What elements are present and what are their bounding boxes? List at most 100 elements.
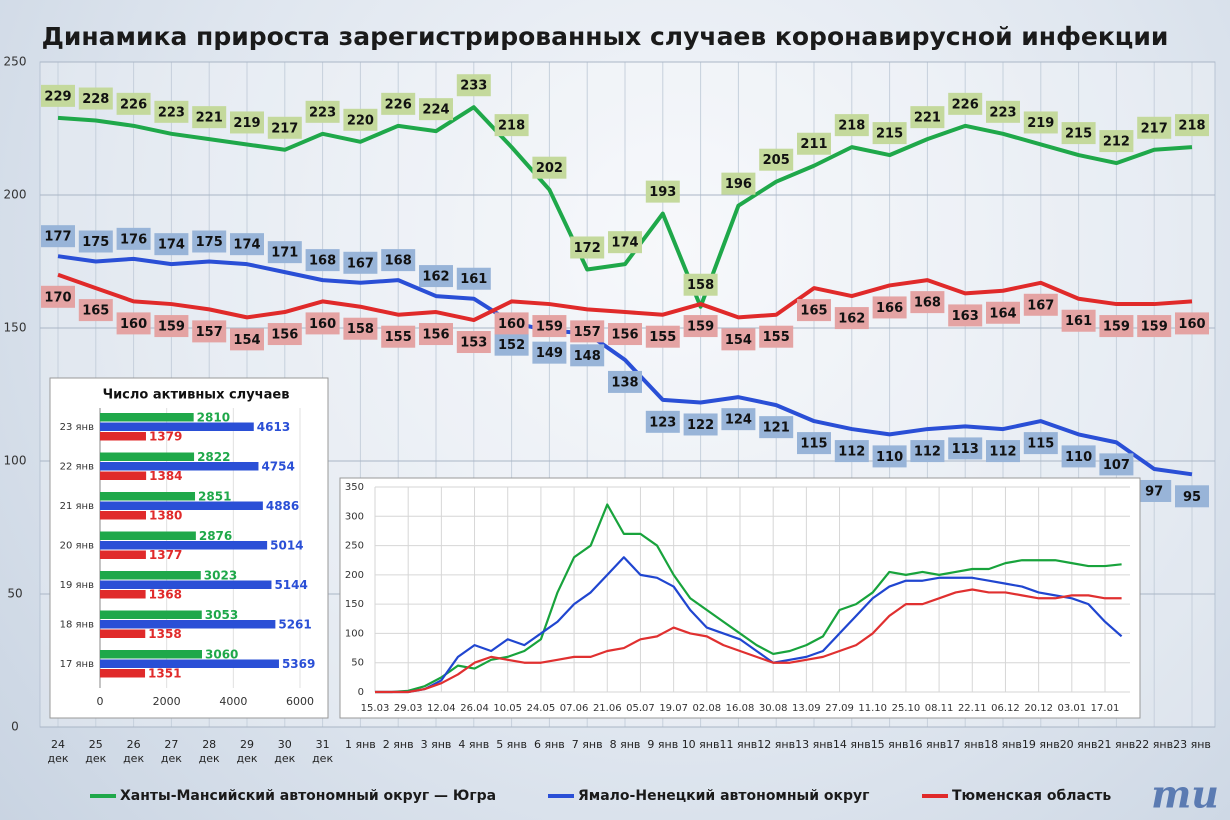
x-tick-label-box: 24 дек [47, 738, 68, 765]
bar [100, 541, 268, 550]
x-tick-label-box: 11 янв [719, 738, 757, 751]
data-label-box [986, 440, 1020, 463]
x-tick-label-box: 1 янв [345, 738, 376, 751]
data-label-box [305, 312, 340, 335]
data-label-box [721, 172, 756, 195]
data-label: 229 [44, 89, 71, 104]
data-label: 220 [347, 113, 374, 128]
data-label: 107 [1103, 458, 1130, 473]
data-label-box [419, 323, 453, 346]
x-tick-label: 06.12 [991, 703, 1020, 714]
x-tick-label-box: 7 янв [572, 738, 603, 751]
data-label-box [230, 328, 264, 351]
data-label-box [78, 230, 113, 253]
data-label: 2822 [197, 450, 230, 464]
data-label: 196 [725, 177, 752, 192]
x-tick-label: 02.08 [692, 703, 721, 714]
data-label: 5014 [270, 539, 303, 553]
data-label: 205 [763, 153, 790, 168]
x-tick-label: 12.04 [427, 703, 456, 714]
x-tick-label: 9 янв [647, 738, 679, 751]
data-label-box [872, 122, 907, 145]
data-label: 193 [649, 185, 676, 200]
data-label: 156 [422, 328, 449, 343]
x-tick-label-box: 19 янв [1022, 738, 1060, 751]
data-label: 174 [611, 236, 638, 251]
x-tick-label: 26.04 [460, 703, 489, 714]
data-label-box [419, 98, 453, 121]
data-label-box [192, 230, 227, 253]
data-label: 167 [347, 256, 374, 271]
data-label: 160 [120, 317, 147, 332]
data-label: 224 [422, 103, 449, 118]
data-label: 160 [309, 317, 336, 332]
data-label: 1377 [149, 548, 182, 562]
x-tick-label-box: 8 янв [610, 738, 641, 751]
data-label-box [1175, 114, 1209, 137]
legend-label: Ямало-Ненецкий автономный округ [578, 788, 869, 804]
y-tick-label: 17 янв [60, 659, 94, 670]
x-tick-label-box: 17 янв [946, 738, 984, 751]
x-tick-label: 27 дек [160, 738, 182, 765]
data-label-box [797, 132, 831, 155]
bar [100, 413, 194, 422]
data-label: 166 [876, 301, 903, 316]
data-label-box [494, 312, 529, 335]
data-label: 157 [574, 325, 601, 340]
data-label: 110 [1065, 450, 1092, 465]
data-label-box [683, 315, 718, 338]
data-label: 221 [196, 111, 223, 126]
x-tick-label-box: 22 янв [1135, 738, 1173, 751]
x-tick-label-box: 20 янв [1060, 738, 1098, 751]
data-label-box [645, 410, 680, 433]
x-tick-label-box: 6 янв [533, 738, 565, 751]
x-tick-label-box: 18 янв [984, 738, 1022, 751]
data-label: 202 [536, 161, 563, 176]
data-label-box [1023, 293, 1058, 316]
x-tick-label: 13 янв [795, 738, 833, 751]
x-tick-label: 07.06 [560, 703, 589, 714]
data-label-box [456, 267, 491, 290]
data-label: 3023 [204, 569, 237, 583]
y-tick-label: 200 [345, 570, 364, 581]
data-label: 228 [82, 92, 109, 107]
data-label: 164 [989, 306, 1016, 321]
data-label-box [608, 231, 642, 254]
y-tick-label: 150 [345, 599, 364, 610]
y-tick-label: 300 [345, 511, 364, 522]
data-label-box [948, 92, 983, 115]
x-tick-label-box: 21 янв [1097, 738, 1135, 751]
data-label-box [41, 285, 75, 308]
legend-label: Ханты-Мансийский автономный округ — Югра [120, 788, 496, 804]
x-tick-label: 14 янв [832, 738, 871, 751]
data-label: 4613 [257, 420, 290, 434]
data-label-box [1175, 485, 1209, 508]
data-label: 121 [763, 421, 790, 436]
x-tick-label-box: 27 дек [160, 738, 182, 765]
data-label: 154 [725, 333, 752, 348]
x-tick-label-box: 31 дек [312, 738, 333, 765]
x-tick-label: 12 янв [757, 738, 796, 751]
data-label: 158 [347, 322, 374, 337]
data-label-box [1023, 432, 1058, 455]
data-label: 172 [574, 241, 601, 256]
data-label-box [608, 323, 642, 346]
data-label-box [1061, 309, 1096, 332]
y-tick-label: 18 янв [60, 620, 94, 631]
data-label: 168 [385, 254, 412, 269]
data-label: 233 [460, 79, 487, 94]
data-label-box [154, 100, 189, 123]
data-label: 154 [233, 333, 260, 348]
x-tick-label-box: 16 янв [908, 738, 946, 751]
x-tick-label-box: 26 дек [123, 738, 144, 765]
data-label: 112 [838, 445, 865, 460]
y-tick-label: 100 [345, 628, 364, 639]
x-tick-label: 6 янв [533, 738, 565, 751]
bar [100, 452, 195, 461]
data-label-box [494, 333, 529, 356]
data-label-box [116, 227, 151, 250]
data-label: 124 [725, 413, 752, 428]
data-label: 156 [271, 328, 298, 343]
data-label: 160 [498, 317, 525, 332]
bar [100, 492, 196, 501]
